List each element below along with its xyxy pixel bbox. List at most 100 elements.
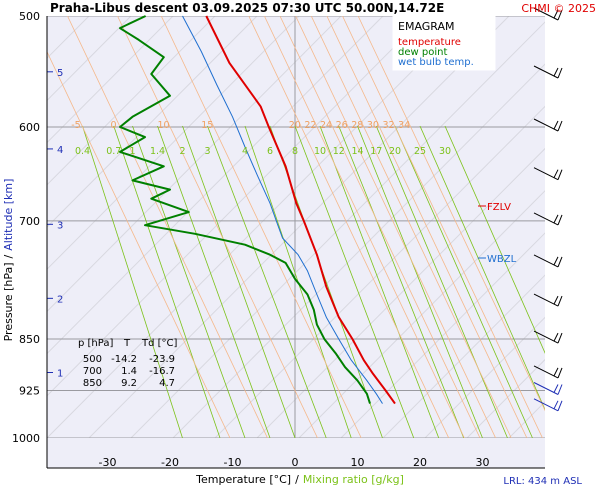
y-axis-label: Pressure [hPa] / Altitude [km] (2, 179, 15, 342)
mixing-ratio-line (444, 125, 545, 354)
dry-adiabat-line (47, 50, 231, 438)
table-row-p: 500 (83, 354, 102, 365)
wind-barb-icon (533, 65, 563, 79)
mixing-ratio-label: 25 (414, 146, 426, 157)
temperature-tick-label: 0 (292, 456, 299, 469)
mixing-ratio-line (82, 125, 183, 438)
altitude-tick-label: 3 (57, 220, 63, 231)
mixing-ratio-label: 12 (333, 146, 345, 157)
wind-barb-icon (533, 254, 563, 268)
background-skew-line (47, 16, 258, 228)
wind-barb-feather (553, 67, 559, 77)
mixing-ratio-label: 30 (439, 146, 451, 157)
mixing-ratio-label: 1.4 (150, 146, 165, 157)
wind-barb-feather (557, 367, 563, 379)
mixing-ratio-label: 1 (129, 146, 135, 157)
table-row-p: 700 (83, 366, 102, 377)
background-skew-line (424, 316, 545, 438)
copyright-label: CHMI © 2025 (521, 2, 596, 15)
wind-barb-feather (557, 169, 563, 180)
table-row-t: -14.2 (111, 354, 137, 365)
chart-title: Praha-Libus descent 03.09.2025 07:30 UTC… (50, 1, 444, 15)
wind-barb-feather (553, 256, 559, 266)
pressure-tick-label: 600 (19, 121, 40, 134)
mixing-ratio-line (394, 125, 533, 438)
xlabel-mix: Mixing ratio [g/kg] (303, 473, 404, 486)
wind-barb-icon (533, 330, 563, 344)
dry-adiabat-label: 24 (320, 120, 332, 131)
background-skew-line (47, 16, 132, 102)
dry-adiabat-label: 30 (367, 120, 379, 131)
wind-barbs (533, 7, 563, 412)
fzlv-label: FZLV (487, 202, 511, 213)
table-row-t: 1.4 (121, 366, 137, 377)
dry-adiabat-line (310, 16, 512, 438)
mixing-ratio-label: 4 (242, 146, 248, 157)
temperature-tick-label: -30 (99, 456, 117, 469)
background-skew-line (88, 16, 510, 438)
dry-adiabat-label: 22 (304, 120, 316, 131)
mixing-ratio-line (207, 125, 327, 438)
xlabel-temp: Temperature [°C] (195, 473, 291, 486)
dry-adiabat-line (117, 16, 318, 438)
dry-adiabat-label: 0 (110, 120, 116, 131)
legend-item-temperature: temperature (398, 37, 461, 48)
mixing-ratio-line (338, 125, 465, 438)
wind-barb-icon (533, 382, 563, 395)
mixing-ratio-label: 17 (370, 146, 382, 157)
mixing-ratio-line (113, 125, 221, 438)
temperature-tick-label: 10 (351, 456, 365, 469)
temperature-tick-label: 20 (413, 456, 427, 469)
wbzl-label: WBZL (487, 254, 517, 265)
wind-barb-feather (557, 400, 563, 411)
wind-barb-icon (533, 212, 563, 226)
wind-barb-feather (557, 67, 563, 79)
wind-barb-feather (553, 400, 559, 410)
mixing-ratio-label: 10 (314, 146, 326, 157)
dry-adiabat-label: 32 (382, 120, 394, 131)
dry-adiabat-line (248, 16, 450, 438)
wind-barb-feather (553, 169, 559, 178)
pressure-tick-label: 700 (19, 215, 40, 228)
dry-adiabat-label: 28 (351, 120, 363, 131)
dry-adiabat-label: 10 (157, 120, 169, 131)
lrl-label: LRL: 434 m ASL (503, 476, 582, 487)
dry-adiabat-line (295, 16, 496, 438)
mixing-ratio-line (294, 125, 415, 438)
wind-barb-feather (553, 9, 559, 19)
table-row-p: 850 (83, 378, 102, 389)
legend-title: EMAGRAM (398, 20, 455, 33)
background-skew-line (47, 16, 342, 313)
table-row-td: -16.7 (149, 366, 175, 377)
wind-barb-feather (557, 384, 563, 395)
legend: EMAGRAM temperature dew point wet bulb t… (392, 15, 496, 71)
altitude-tick-label: 4 (57, 145, 63, 156)
dry-adiabat-line (326, 16, 528, 438)
dry-adiabat-line (357, 16, 545, 412)
temperature-tick-label: 30 (476, 456, 490, 469)
plot-background (47, 16, 545, 468)
ylabel-pressure: Pressure [hPa] (2, 262, 15, 341)
mixing-ratio-label: 6 (267, 146, 273, 157)
pressure-tick-label: 500 (19, 10, 40, 23)
background-skew-line (382, 274, 545, 438)
dry-adiabat-label: 15 (201, 120, 213, 131)
mixing-ratio-label: 14 (351, 146, 363, 157)
temperature-tick-label: -20 (161, 456, 179, 469)
table-row-t: 9.2 (121, 378, 137, 389)
wind-barb-feather (553, 384, 559, 393)
wind-barb-feather (553, 295, 559, 305)
wind-barb-feather (557, 256, 563, 268)
dry-adiabat-line (264, 16, 465, 438)
mixing-ratio-label: 2 (179, 146, 185, 157)
dry-adiabat-label: 26 (336, 120, 348, 131)
wind-barb-feather (553, 367, 559, 377)
level-table: p [hPa] T Td [°C] 500 -14.2 -23.9 700 1.… (78, 338, 178, 389)
x-axis-label: Temperature [°C] / Mixing ratio [g/kg] (195, 473, 404, 486)
background-skew-line (593, 16, 600, 438)
pressure-tick-label: 925 (19, 385, 40, 398)
dry-adiabat-label: 34 (398, 120, 410, 131)
temperature-tick-label: -10 (224, 456, 242, 469)
